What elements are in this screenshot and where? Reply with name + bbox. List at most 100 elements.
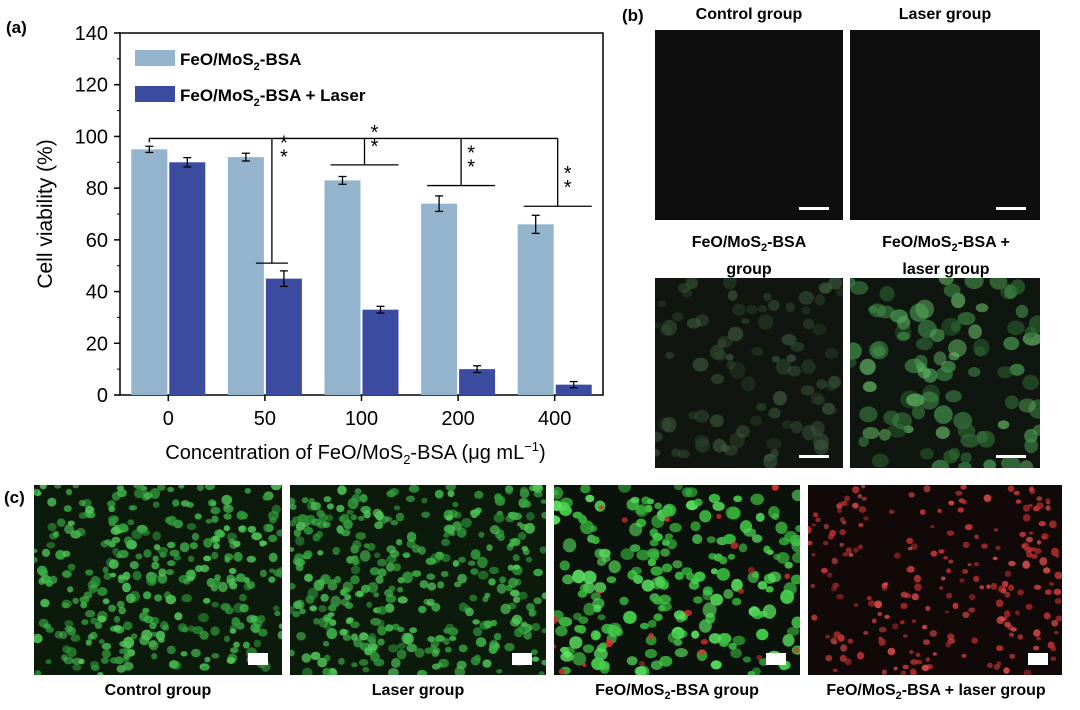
cell [303, 550, 313, 558]
cell [531, 649, 538, 655]
cell [974, 534, 979, 540]
cell [199, 630, 209, 640]
cell [438, 658, 449, 668]
cell [725, 353, 734, 361]
cell [152, 555, 159, 562]
cell [221, 494, 233, 505]
cell [775, 521, 788, 534]
cell [247, 525, 257, 533]
cell [913, 574, 922, 583]
cell [922, 384, 941, 403]
cell [756, 654, 762, 661]
cell [85, 569, 94, 576]
cell [867, 600, 876, 607]
cell [722, 278, 737, 290]
cell [598, 505, 605, 510]
cell [825, 654, 833, 662]
cell [758, 314, 774, 330]
cell [731, 578, 743, 592]
cell [845, 547, 852, 554]
cell [590, 630, 601, 641]
cell [437, 581, 445, 589]
cell [827, 572, 833, 578]
cell [310, 501, 321, 511]
cell [782, 634, 795, 647]
cell [751, 347, 764, 356]
cell [578, 616, 589, 624]
scale-bar [996, 455, 1026, 458]
cell [837, 508, 842, 514]
cell [135, 553, 143, 560]
cell [923, 485, 931, 493]
cell [1007, 320, 1025, 336]
cell [559, 560, 570, 571]
cell [859, 406, 878, 423]
cell [742, 656, 752, 663]
b-caption-feo: FeO/MoS2-BSA group [691, 234, 807, 279]
cell [212, 535, 220, 542]
cell [470, 549, 481, 560]
cell [85, 639, 92, 646]
cell [651, 514, 665, 528]
cell [377, 568, 387, 577]
cell [541, 628, 546, 634]
cell [79, 596, 90, 604]
cell [1022, 560, 1030, 569]
cell [1019, 531, 1026, 538]
cell [108, 604, 117, 612]
cell [374, 511, 384, 521]
cell [866, 595, 872, 601]
cell [1018, 398, 1036, 413]
cell [1015, 304, 1029, 318]
cell [694, 409, 710, 423]
cell [862, 427, 880, 439]
cell [123, 661, 134, 671]
cell [149, 622, 157, 630]
cell [257, 628, 268, 637]
cell [362, 666, 370, 673]
cell [955, 490, 963, 496]
cell [101, 649, 111, 659]
cell [359, 550, 371, 562]
cell [141, 529, 150, 536]
cell [290, 504, 297, 510]
cell [828, 278, 843, 290]
cell [950, 321, 961, 332]
cell [513, 564, 521, 570]
cell [200, 564, 210, 573]
cell [1004, 610, 1011, 618]
cell [585, 494, 595, 503]
cell [131, 633, 138, 639]
cell [1023, 514, 1031, 522]
cell [532, 485, 544, 493]
cell [716, 513, 722, 519]
bar-feo-laser [362, 309, 399, 395]
cell [757, 581, 768, 590]
cell [72, 597, 79, 605]
cell [641, 579, 655, 592]
cell [316, 530, 324, 538]
cell [919, 509, 926, 515]
cell [920, 448, 934, 460]
cell [211, 551, 219, 560]
cell [151, 653, 158, 660]
cell [390, 520, 399, 526]
cell [366, 601, 373, 608]
cell [357, 515, 365, 521]
cell [301, 653, 312, 663]
cell [710, 344, 725, 360]
cell [1033, 645, 1040, 651]
cell [1036, 502, 1044, 510]
cell [496, 583, 507, 594]
cell [211, 653, 220, 659]
cell [1028, 531, 1034, 535]
cell [836, 594, 844, 600]
scale-bar [1028, 653, 1048, 665]
cell [915, 337, 933, 351]
cell [915, 652, 921, 657]
bar-feo [517, 224, 554, 395]
cell [493, 632, 502, 641]
cell [270, 485, 282, 491]
cell [483, 620, 493, 629]
cell [117, 549, 129, 559]
